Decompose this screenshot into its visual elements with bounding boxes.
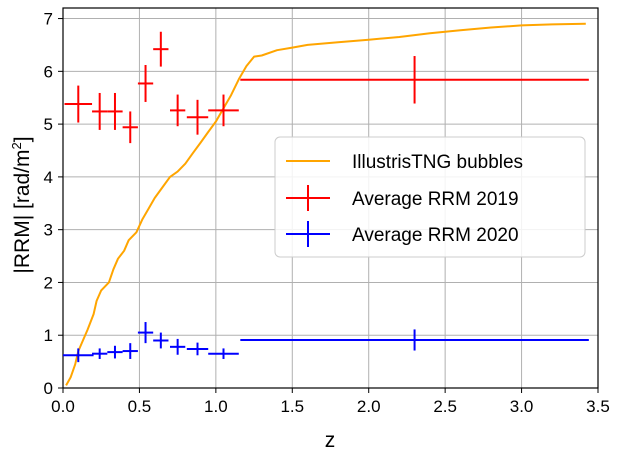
- y-axis-label-main: |RRM| [rad/m: [11, 149, 34, 273]
- errorbar-point: [122, 343, 138, 359]
- series-2: [63, 322, 589, 363]
- plot-border: [62, 7, 599, 389]
- y-tick-label: 3: [44, 221, 53, 240]
- errorbar-point: [240, 329, 589, 351]
- x-tick-label: 1.5: [280, 397, 304, 416]
- y-axis-label: |RRM| [rad/m2]: [9, 136, 34, 273]
- y-tick-label: 5: [44, 115, 53, 134]
- x-tick-label: 3.5: [586, 397, 610, 416]
- errorbar-point: [122, 111, 138, 144]
- x-tick-label: 0.0: [51, 397, 75, 416]
- errorbar-point: [64, 85, 93, 123]
- x-tick-label: 3.0: [510, 397, 534, 416]
- errorbar-point: [208, 348, 239, 359]
- legend-box: [274, 136, 586, 258]
- errorbar-point: [186, 342, 209, 356]
- ticks: 0.0 0.5 1.0 1.5 2.0 2.5 3.0 3.5 0 1 2 3 4 5 6 7: [44, 10, 610, 416]
- y-tick-label: 1: [44, 326, 53, 345]
- errorbar-point: [186, 99, 209, 135]
- errorbar-point: [92, 92, 108, 130]
- x-tick-label: 2.5: [433, 397, 457, 416]
- errorbar-point: [107, 92, 123, 130]
- series-0: [65, 22, 586, 386]
- x-tick-label: 1.0: [204, 397, 228, 416]
- series-layer: [63, 22, 589, 386]
- errorbar-point: [208, 94, 239, 127]
- legend-label-illustris: IllustrisTNG bubbles: [352, 152, 523, 173]
- y-axis-label-sup: 2: [9, 142, 24, 149]
- y-tick-label: 6: [44, 62, 53, 81]
- errorbar-point: [170, 94, 186, 127]
- errorbar-point: [153, 31, 169, 67]
- errorbar-point: [240, 56, 589, 104]
- errorbar-point: [107, 345, 123, 359]
- series-1: [64, 31, 589, 144]
- legend-label-2020: Average RRM 2020: [352, 225, 519, 246]
- illustris-line: [65, 22, 586, 386]
- x-tick-label: 0.5: [128, 397, 152, 416]
- legend-entry-illustris: IllustrisTNG bubbles: [286, 152, 523, 173]
- x-axis-label: z: [325, 429, 336, 452]
- errorbar-point: [137, 65, 154, 102]
- y-axis-label-end: ]: [11, 136, 34, 142]
- y-tick-label: 2: [44, 273, 53, 292]
- y-tick-label: 7: [44, 10, 53, 29]
- errorbar-point: [170, 338, 186, 355]
- errorbar-point: [137, 322, 154, 344]
- legend-entry-rrm-2020: Average RRM 2020: [286, 221, 519, 247]
- legend-label-2019: Average RRM 2019: [352, 189, 519, 210]
- y-tick-label: 4: [44, 168, 53, 187]
- legend: IllustrisTNG bubbles Average RRM 2019 Av…: [274, 136, 586, 258]
- plot-frame: [62, 7, 599, 389]
- y-tick-label: 0: [44, 379, 53, 398]
- x-tick-label: 2.0: [357, 397, 381, 416]
- legend-entry-rrm-2019: Average RRM 2019: [286, 185, 519, 211]
- errorbar-point: [92, 348, 108, 359]
- errorbar-point: [153, 332, 169, 349]
- errorbar-point: [63, 348, 94, 363]
